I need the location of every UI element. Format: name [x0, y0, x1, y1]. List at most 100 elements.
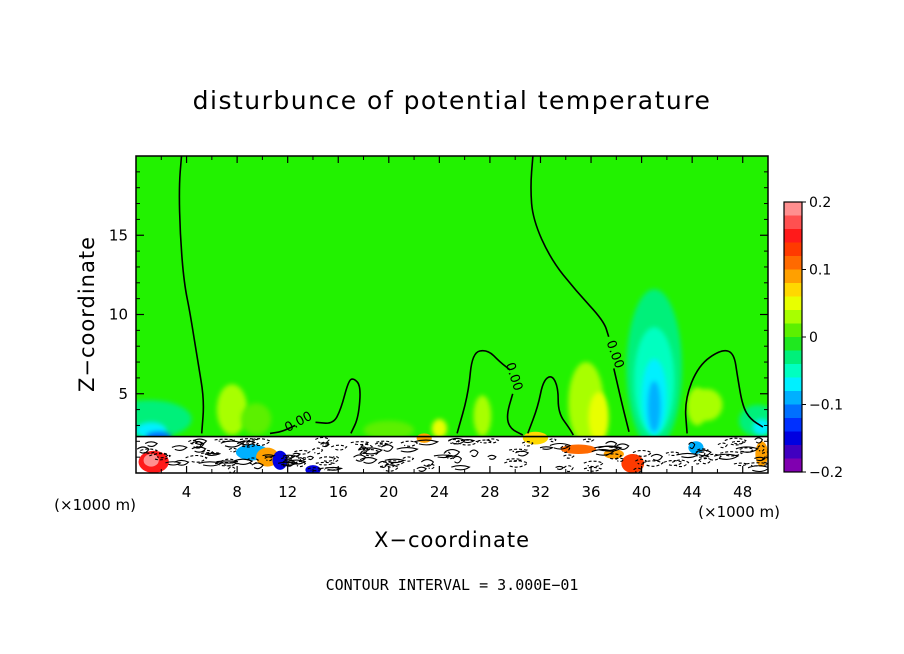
turbulent-contour-31 [515, 450, 530, 457]
turbulent-contour-73 [731, 440, 746, 445]
turbulent-contour-129 [717, 442, 729, 449]
colorbar-swatch-8 [784, 310, 802, 324]
turbulent-contour-54 [635, 458, 648, 465]
turbulent-contour-96 [735, 446, 759, 453]
turbulent-contour-127 [227, 466, 237, 473]
turbulent-contour-78 [426, 463, 436, 470]
turbulent-contour-79 [277, 461, 299, 466]
turbulent-contour-95 [448, 437, 466, 445]
turbulent-contour-17 [384, 458, 406, 464]
turbulent-contour-144 [318, 456, 337, 462]
turbulent-contour-67 [688, 441, 696, 450]
turbulent-contour-147 [298, 457, 308, 461]
turbulent-contour-143 [320, 467, 343, 471]
x-tick-label: 48 [733, 483, 752, 501]
turbulent-contour-112 [292, 452, 301, 457]
turbulent-contour-130 [642, 460, 664, 467]
turbulent-contour-30 [188, 439, 199, 445]
turbulent-contour-91 [194, 441, 203, 448]
turbulent-contour-117 [757, 444, 766, 452]
x-tick-label: 4 [182, 483, 192, 501]
colorbar-swatch-16 [784, 418, 802, 432]
zero-contour-0 [178, 156, 205, 434]
turbulent-contour-77 [294, 460, 307, 468]
turbulent-contour-55 [583, 466, 603, 472]
zero-contour-6 [527, 376, 574, 436]
turbulent-contour-25 [360, 443, 373, 451]
colorbar-tick-label: 0.2 [809, 195, 831, 211]
anomaly-blob-5 [240, 403, 272, 435]
turbulent-contour-92 [549, 438, 557, 443]
anomaly-blob-14 [647, 381, 661, 432]
turbulent-contour-138 [198, 461, 223, 467]
turbulent-contour-66 [191, 446, 207, 453]
x-axis: 4 8 12 16 20 24 28 32 36 40 44 48 [160, 156, 752, 501]
turbulent-contour-97 [144, 441, 158, 447]
turbulent-contour-126 [361, 448, 380, 457]
turbulent-contour-101 [136, 446, 150, 454]
x-tick-label: 40 [632, 483, 651, 501]
x-axis-label: X−coordinate [374, 528, 530, 552]
colorbar-swatch-6 [784, 283, 802, 297]
turbulent-contour-122 [264, 456, 274, 462]
turbulent-contour-35 [713, 453, 740, 460]
y-tick-label: 10 [109, 306, 128, 324]
turbulent-contour-13 [665, 451, 681, 457]
turbulent-contour-118 [555, 465, 565, 471]
colorbar-swatch-9 [784, 323, 802, 338]
turbulent-contour-124 [320, 441, 331, 446]
turbulent-contour-140 [444, 449, 461, 457]
colorbar-tick-label: 0 [809, 330, 818, 346]
turbulent-contour-83 [632, 449, 653, 457]
turbulent-contour-4 [247, 438, 272, 447]
turbulent-contour-41 [460, 439, 476, 444]
turbulent-contour-134 [320, 442, 330, 448]
turbulent-contour-128 [400, 440, 419, 447]
lower-layer-fill [136, 436, 768, 473]
x-tick-label: 44 [683, 483, 702, 501]
turbulent-contour-108 [350, 441, 371, 446]
turbulent-contour-98 [504, 460, 529, 468]
colorbar-swatch-19 [784, 458, 802, 473]
turbulent-contour-105 [633, 467, 643, 473]
colorbar-swatch-5 [784, 269, 802, 284]
colorbar-swatch-10 [784, 337, 802, 351]
x-tick-label: 32 [531, 483, 550, 501]
zero-contour-5 [506, 393, 524, 436]
turbulent-contour-44 [700, 455, 710, 460]
plot-area: 0.000.000.00 [135, 155, 769, 474]
turbulent-contour-72 [171, 445, 188, 451]
turbulent-contour-24 [447, 438, 461, 445]
anomaly-blob-4 [216, 384, 248, 435]
turbulent-contour-89 [754, 456, 766, 462]
anomaly-blob-10 [588, 392, 609, 443]
turbulent-contour-133 [353, 454, 367, 462]
lower-turbulent-layer [136, 431, 768, 473]
anomaly-blob-6 [363, 420, 415, 440]
turbulent-contour-58 [190, 441, 205, 449]
turbulent-contour-62 [477, 439, 494, 444]
turbulent-contour-59 [720, 451, 744, 457]
turbulent-contour-132 [563, 465, 574, 473]
contour-interval-note: CONTOUR INTERVAL = 3.000E−01 [325, 576, 579, 594]
x-tick-label: 24 [430, 483, 449, 501]
turbulent-contour-16 [486, 438, 500, 444]
contour-lines [178, 156, 764, 436]
turbulent-contour-103 [650, 453, 664, 462]
turbulent-contour-33 [451, 465, 471, 471]
turbulent-contour-121 [237, 441, 260, 448]
turbulent-contour-61 [358, 447, 384, 455]
chart-title: disturbunce of potential temperature [192, 86, 712, 115]
zero-contour-7 [613, 368, 630, 432]
colorbar-swatch-11 [784, 350, 802, 365]
turbulent-contour-116 [754, 437, 764, 444]
zero-contour-3 [315, 378, 361, 434]
anomaly-blob-7 [431, 419, 447, 439]
zero-contour-1 [530, 156, 610, 337]
turbulent-contour-149 [594, 445, 620, 452]
turbulent-contour-38 [693, 459, 702, 465]
turbulent-contour-42 [282, 459, 296, 467]
x-tick-label: 20 [379, 483, 398, 501]
turbulent-contour-145 [165, 461, 182, 466]
x-unit-left: (×1000 m) [54, 496, 136, 514]
